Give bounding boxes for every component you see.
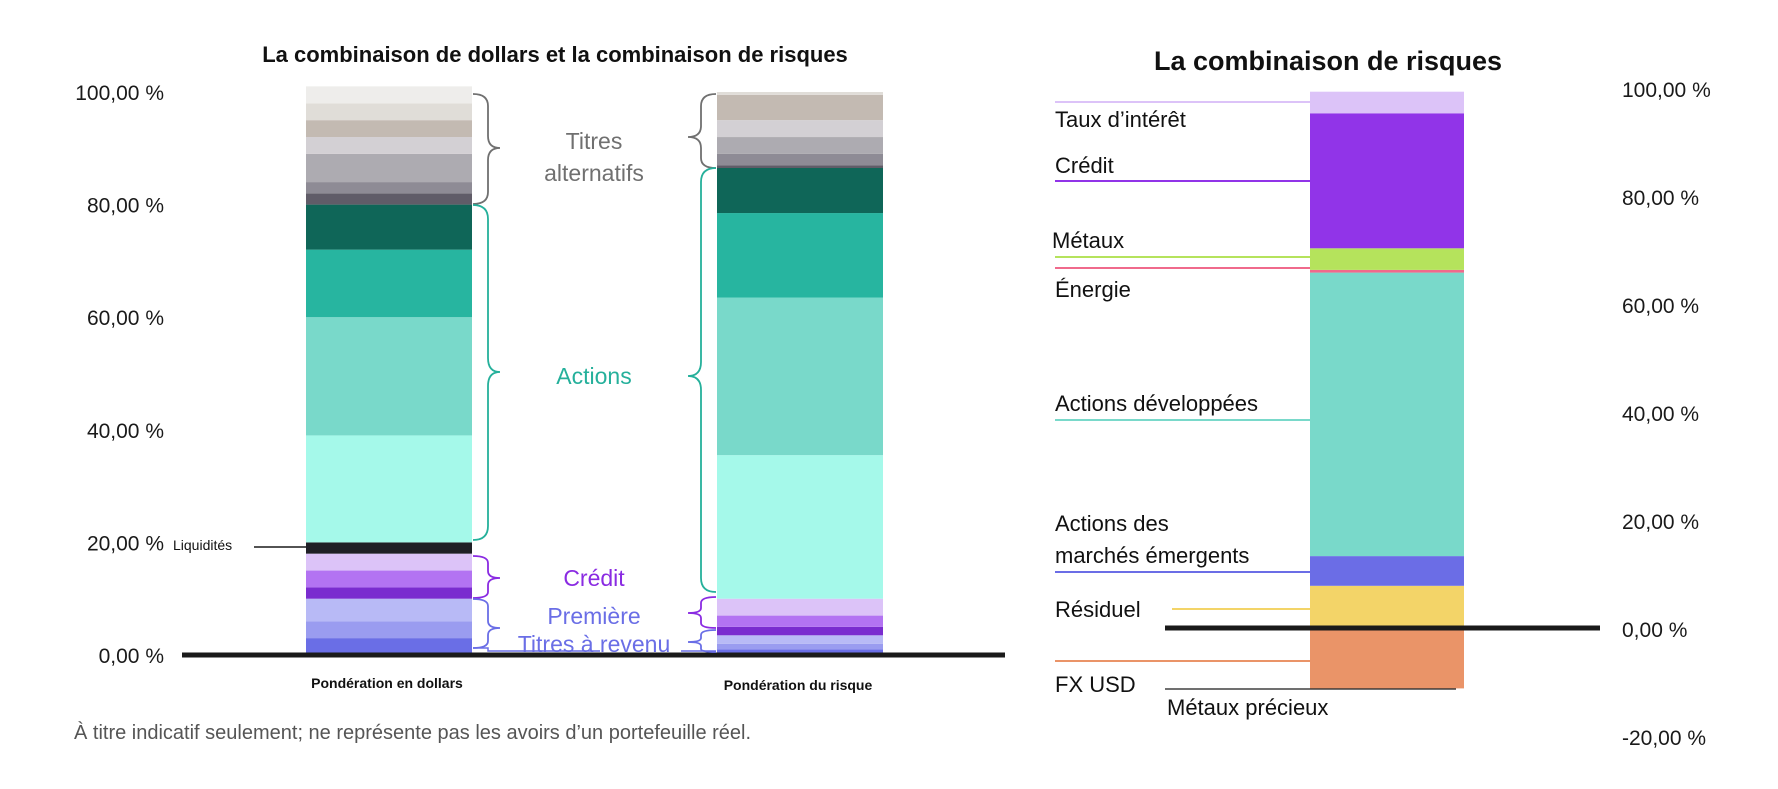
right-series-label: Crédit (1055, 153, 1114, 178)
left-bar-segment (717, 297, 883, 456)
left-bar-segment (717, 165, 883, 169)
right-series-label: Actions des (1055, 511, 1169, 536)
brace-alternatives-left (472, 93, 501, 205)
right-series-label: FX USD (1055, 672, 1136, 697)
left-bar-segment (717, 168, 883, 214)
left-bar-segment (306, 193, 472, 205)
left-y-tick: 0,00 % (99, 645, 164, 668)
left-bar-segment (717, 455, 883, 599)
left-bar-segment (306, 542, 472, 554)
left-bar-segment (306, 570, 472, 588)
right-series-label: marchés émergents (1055, 543, 1249, 568)
left-y-axis: 0,00 % 20,00 % 40,00 % 60,00 % 80,00 % 100,00… (75, 82, 164, 668)
right-series-label: Résiduel (1055, 597, 1141, 622)
brace-alternatives-right (687, 93, 717, 169)
right-y-tick: -20,00 % (1622, 727, 1706, 750)
group-label-credit: Crédit (563, 565, 625, 591)
brace-equities-left (472, 204, 501, 541)
right-y-tick: 0,00 % (1622, 619, 1687, 642)
footnote: À titre indicatif seulement; ne représen… (74, 721, 751, 744)
group-label-alternatives: Titres (566, 128, 623, 154)
left-y-tick: 40,00 % (87, 420, 164, 443)
right-series-label: Énergie (1055, 277, 1131, 302)
left-bars (306, 86, 883, 655)
left-y-tick: 100,00 % (75, 82, 164, 105)
left-y-tick: 80,00 % (87, 195, 164, 218)
left-bar-segment (306, 598, 472, 622)
left-bar-segment (306, 182, 472, 194)
left-bar-segment (717, 92, 883, 95)
left-bar-segment (306, 249, 472, 318)
left-bar-segment (717, 213, 883, 298)
brace-premium-right (687, 629, 717, 653)
left-bar-segment (717, 137, 883, 154)
x-label-risk: Pondération du risque (724, 677, 873, 693)
brace-equities-right (687, 167, 717, 593)
label-precious-metals: Métaux précieux (1167, 695, 1328, 720)
right-y-tick: 20,00 % (1622, 511, 1699, 534)
right-legend-labels: FX USD Résiduel Actions des marchés émergen… (1052, 101, 1310, 697)
right-series-label: Taux d’intérêt (1055, 107, 1186, 132)
left-bar-segment (717, 598, 883, 616)
left-bar-segment (717, 643, 883, 650)
right-series-label: Métaux (1052, 228, 1124, 253)
left-bar-segment (306, 317, 472, 436)
cash-label: Liquidités (173, 537, 232, 553)
left-bar-segment (306, 153, 472, 183)
right-bar-segment (1310, 269, 1464, 273)
right-bar-segment (1310, 585, 1464, 629)
left-bar-segment (717, 153, 883, 166)
right-bar-segment (1310, 91, 1464, 114)
left-bar-segment (306, 553, 472, 571)
group-label-alternatives-2: alternatifs (544, 160, 644, 186)
right-bar-segment (1310, 272, 1464, 557)
left-bar-segment (306, 204, 472, 250)
left-bar-segment (717, 94, 883, 121)
right-bar-segment (1310, 629, 1464, 689)
left-bar-segment (306, 621, 472, 639)
x-label-dollars: Pondération en dollars (311, 675, 463, 691)
group-label-premium: Première (547, 603, 640, 629)
right-bar-segment (1310, 113, 1464, 249)
brace-credit-left (472, 555, 501, 599)
right-series-label: Actions développées (1055, 391, 1258, 416)
right-y-tick: 40,00 % (1622, 403, 1699, 426)
right-chart-title: La combinaison de risques (1154, 46, 1502, 76)
left-bar-segment (306, 137, 472, 154)
left-y-tick: 20,00 % (87, 532, 164, 555)
left-bar-segment (306, 103, 472, 121)
right-y-tick: 80,00 % (1622, 187, 1699, 210)
left-bar-segment (306, 86, 472, 104)
left-bar-segment (306, 435, 472, 543)
brace-premium-left (472, 598, 501, 649)
left-bar-segment (717, 615, 883, 627)
right-bar-segment (1310, 556, 1464, 586)
fixed-income-leader-left (473, 647, 600, 652)
left-bar-segment (717, 626, 883, 636)
left-bar-segment (306, 587, 472, 599)
group-label-equities: Actions (556, 363, 631, 389)
right-y-tick: 60,00 % (1622, 295, 1699, 318)
group-label-fixed-income: Titres à revenu (518, 631, 671, 657)
left-bar-segment (717, 120, 883, 138)
right-bars (1310, 91, 1464, 689)
left-chart-title: La combinaison de dollars et la combinai… (262, 42, 848, 67)
left-y-tick: 60,00 % (87, 307, 164, 330)
right-y-axis: -20,00 % 0,00 % 20,00 % 40,00 % 60,00 % 80,00… (1622, 79, 1711, 750)
left-bar-segment (717, 649, 883, 655)
left-bar-segment (306, 638, 472, 655)
right-bar-segment (1310, 248, 1464, 270)
right-y-tick: 100,00 % (1622, 79, 1711, 102)
brace-credit-right (687, 596, 717, 629)
left-bar-segment (717, 635, 883, 644)
left-bar-segment (306, 120, 472, 138)
